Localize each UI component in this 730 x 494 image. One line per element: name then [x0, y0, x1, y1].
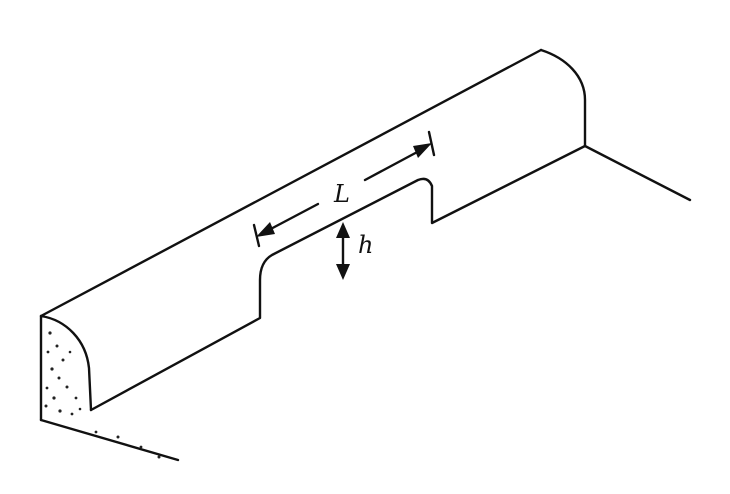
- length-end-tick-left: [252, 223, 261, 248]
- curb-rounded-cap: [539, 48, 587, 148]
- height-arrow-down-icon: [336, 264, 350, 280]
- length-dimension: L: [252, 130, 436, 248]
- curb-cross-section: [39, 314, 93, 422]
- concrete-texture: [44, 331, 161, 459]
- ground-far-edge: [583, 144, 692, 202]
- curb-top-edge: [39, 48, 543, 318]
- length-label: L: [333, 180, 350, 208]
- height-arrow-up-icon: [336, 222, 350, 238]
- length-arrow-left-icon: [256, 222, 275, 237]
- height-label: h: [358, 231, 373, 259]
- ground-near-edge: [39, 418, 180, 462]
- curb-stepped-edge: [89, 144, 587, 412]
- length-dimension-line-left: [263, 202, 320, 234]
- height-dimension: h: [336, 222, 373, 280]
- length-dimension-line-right: [363, 148, 423, 182]
- length-arrow-right-icon: [413, 143, 432, 158]
